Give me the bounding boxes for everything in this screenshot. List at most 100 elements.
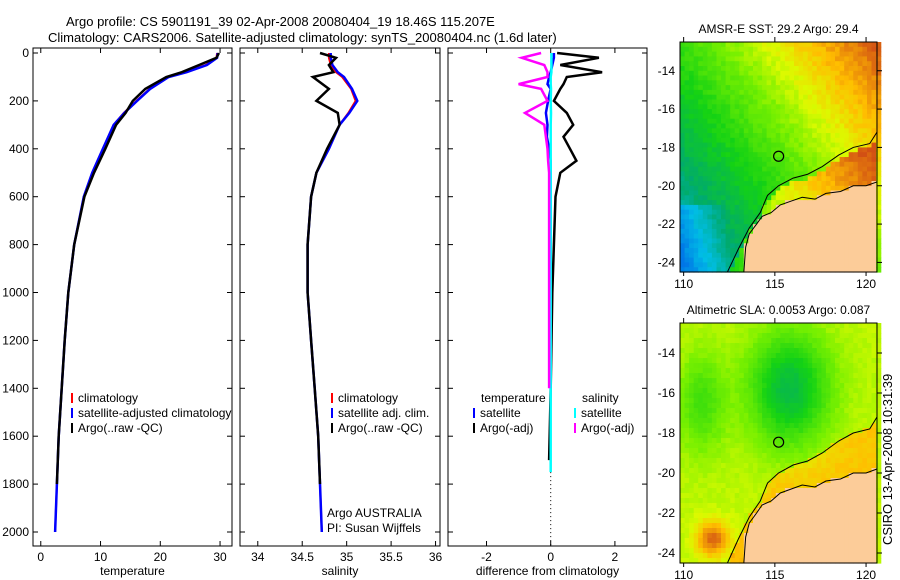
- data-cell: [702, 328, 708, 334]
- data-cell: [871, 104, 877, 110]
- data-cell: [693, 104, 699, 110]
- data-cell: [748, 181, 754, 187]
- legend-entry: Argo(..raw -QC): [78, 421, 163, 435]
- data-cell: [821, 85, 827, 91]
- data-cell: [844, 109, 850, 115]
- data-cell: [716, 448, 722, 454]
- data-cell: [876, 378, 882, 384]
- data-cell: [807, 56, 813, 62]
- land-cell: [839, 267, 845, 273]
- data-cell: [698, 248, 704, 254]
- data-cell: [721, 157, 727, 163]
- data-cell: [812, 70, 818, 77]
- data-cell: [821, 408, 827, 414]
- data-cell: [730, 448, 736, 454]
- data-cell: [753, 408, 759, 414]
- data-cell: [775, 323, 781, 329]
- data-cell: [725, 243, 731, 249]
- data-cell: [693, 338, 699, 344]
- data-cell: [844, 85, 850, 91]
- data-cell: [684, 498, 690, 504]
- data-cell: [707, 85, 713, 91]
- data-cell: [871, 463, 877, 469]
- data-cell: [812, 46, 818, 53]
- data-cell: [798, 478, 804, 484]
- data-cell: [798, 448, 804, 454]
- data-cell: [857, 80, 863, 86]
- data-cell: [876, 228, 882, 235]
- land-cell: [853, 200, 859, 206]
- data-cell: [739, 378, 745, 384]
- data-cell: [780, 463, 786, 469]
- data-cell: [680, 85, 686, 91]
- land-cell: [839, 252, 845, 259]
- data-cell: [721, 543, 727, 549]
- data-cell: [707, 61, 713, 67]
- land-cell: [807, 204, 813, 211]
- data-cell: [707, 368, 713, 374]
- land-cell: [853, 209, 859, 216]
- land-cell: [853, 185, 859, 192]
- data-cell: [762, 458, 768, 464]
- data-cell: [739, 543, 745, 549]
- land-cell: [762, 214, 768, 220]
- data-cell: [862, 448, 868, 454]
- data-cell: [748, 190, 754, 196]
- land-cell: [762, 228, 768, 235]
- data-cell: [853, 56, 859, 62]
- data-cell: [780, 363, 786, 369]
- data-cell: [825, 398, 832, 404]
- data-cell: [734, 548, 740, 554]
- data-cell: [698, 378, 704, 384]
- data-cell: [693, 513, 699, 519]
- data-cell: [707, 75, 713, 81]
- data-cell: [794, 113, 800, 120]
- data-cell: [798, 443, 804, 449]
- data-cell: [748, 75, 754, 81]
- data-cell: [857, 99, 863, 105]
- data-cell: [716, 66, 722, 72]
- data-cell: [707, 99, 713, 105]
- data-cell: [680, 214, 686, 220]
- data-cell: [848, 157, 854, 163]
- data-cell: [844, 70, 850, 77]
- land-cell: [825, 195, 832, 201]
- data-cell: [867, 99, 873, 105]
- data-cell: [835, 70, 841, 77]
- data-cell: [803, 161, 809, 168]
- data-cell: [825, 104, 832, 110]
- land-cell: [857, 473, 863, 479]
- land-cell: [862, 195, 868, 201]
- data-cell: [753, 433, 759, 439]
- data-cell: [730, 243, 736, 249]
- data-cell: [807, 104, 813, 110]
- data-cell: [862, 378, 868, 384]
- data-cell: [753, 181, 759, 187]
- land-cell: [762, 548, 768, 554]
- isobath-line: [726, 416, 878, 564]
- data-cell: [775, 171, 781, 177]
- data-cell: [693, 113, 699, 120]
- data-cell: [680, 393, 686, 399]
- x-tick-label: 0: [547, 550, 554, 564]
- data-cell: [853, 70, 859, 77]
- data-cell: [748, 428, 754, 434]
- land-cell: [825, 219, 832, 225]
- data-cell: [844, 42, 850, 48]
- data-cell: [835, 338, 841, 344]
- data-cell: [753, 104, 759, 110]
- data-cell: [716, 348, 722, 354]
- land-cell: [775, 209, 781, 216]
- land-cell: [794, 262, 800, 268]
- data-cell: [830, 383, 836, 389]
- data-cell: [734, 46, 740, 53]
- data-cell: [825, 89, 832, 96]
- data-cell: [716, 46, 722, 53]
- land-cell: [771, 219, 777, 225]
- data-cell: [693, 238, 699, 244]
- data-cell: [711, 248, 718, 254]
- data-cell: [711, 458, 718, 464]
- data-cell: [757, 70, 763, 77]
- data-cell: [702, 238, 708, 244]
- data-cell: [689, 42, 695, 48]
